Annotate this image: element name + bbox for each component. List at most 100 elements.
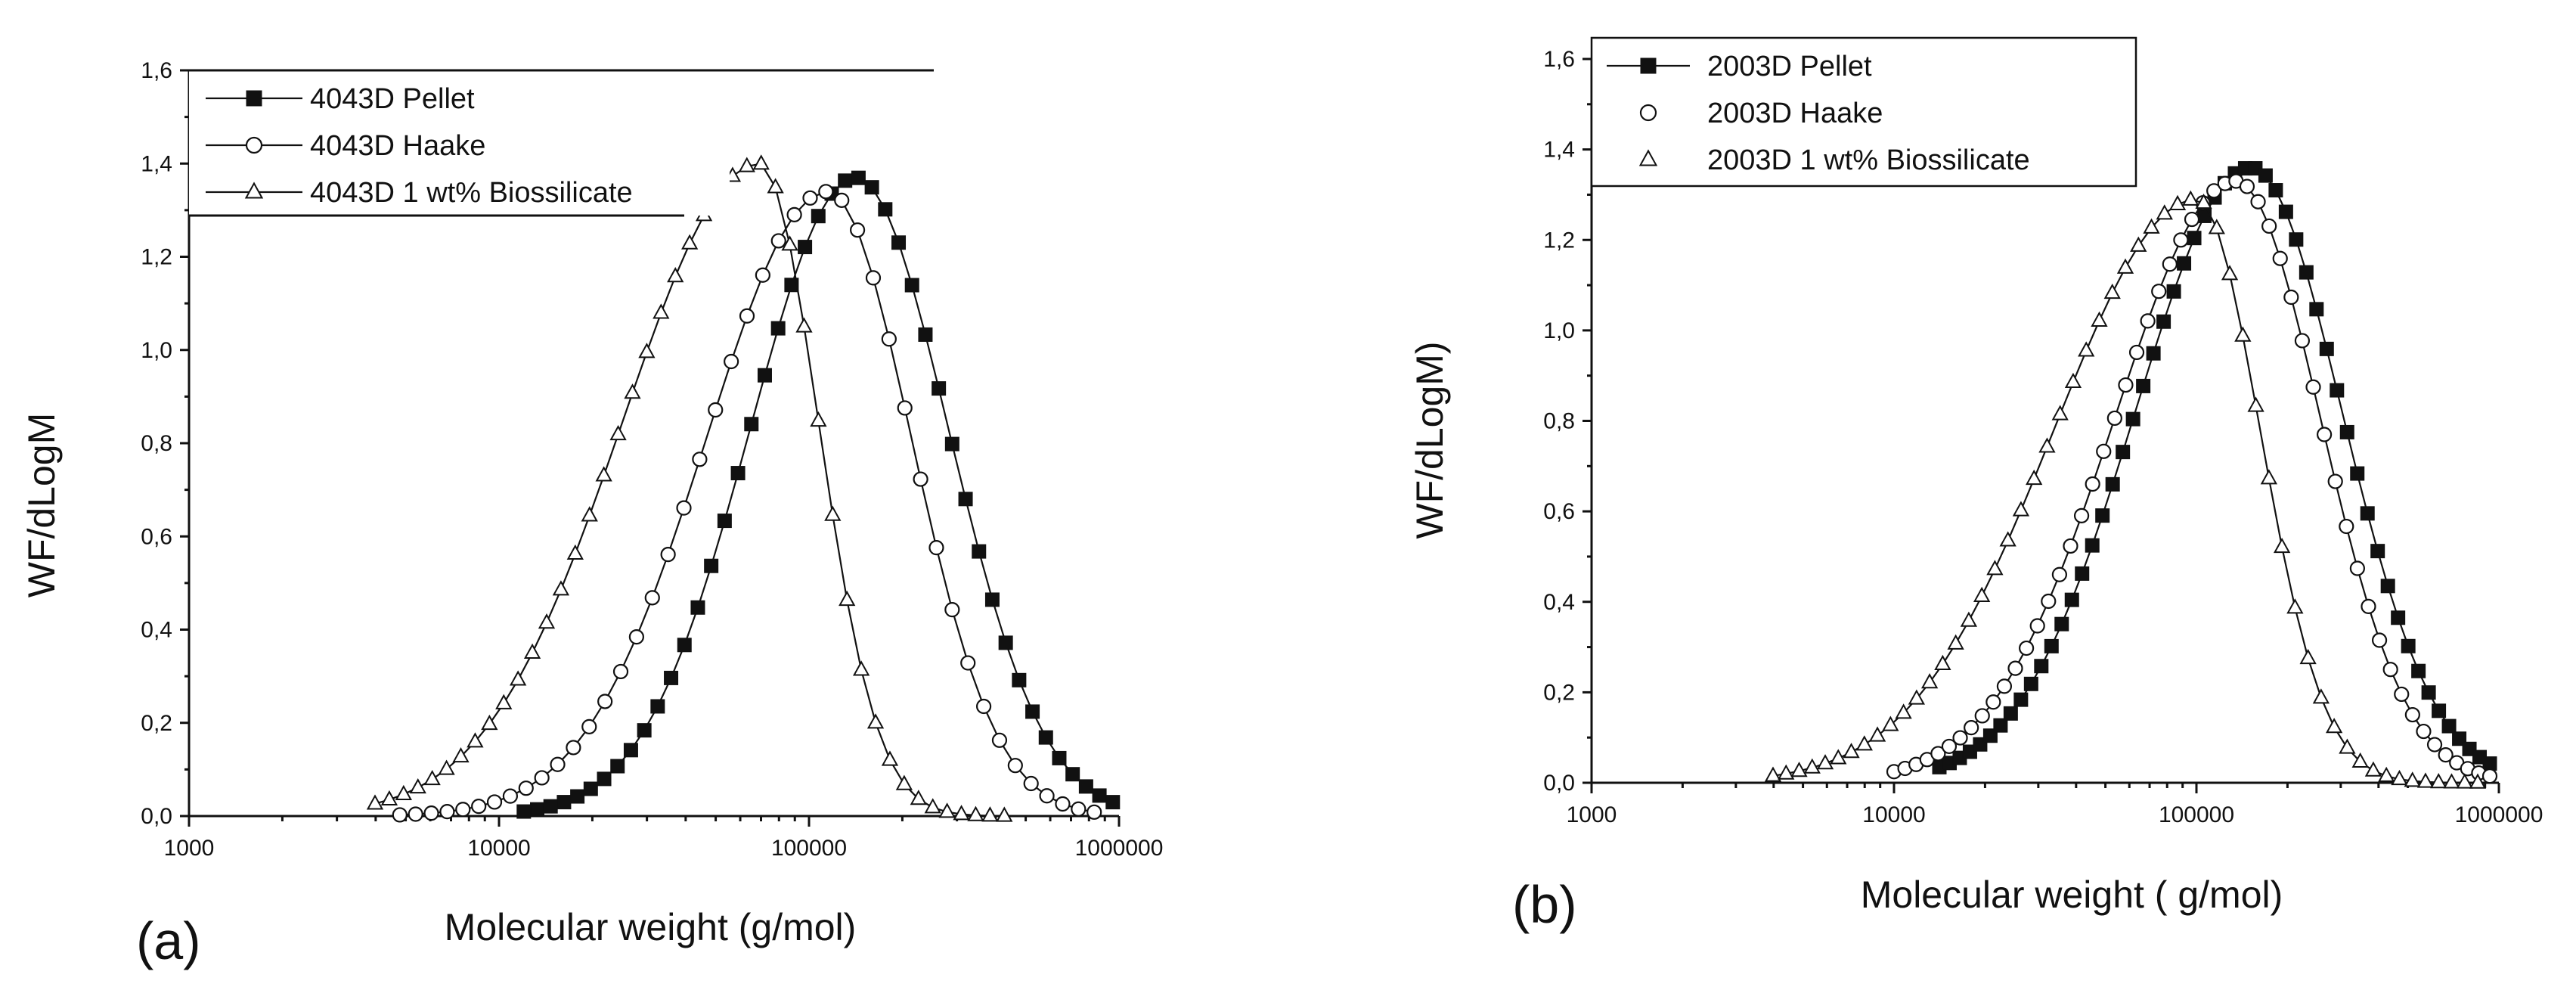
data-point	[739, 308, 755, 324]
data-point	[1830, 749, 1847, 765]
data-point	[730, 466, 746, 481]
data-point	[2339, 738, 2356, 754]
data-point	[510, 670, 527, 686]
data-point	[471, 799, 487, 815]
data-point	[690, 600, 705, 615]
data-point	[2206, 183, 2222, 199]
data-point	[566, 740, 581, 756]
data-point	[2064, 372, 2082, 388]
series-a-1	[516, 170, 1121, 819]
data-point	[2085, 538, 2100, 553]
data-point	[1960, 611, 1978, 627]
data-point	[1986, 560, 2004, 576]
data-point	[1941, 738, 1958, 755]
data-point	[2317, 427, 2333, 442]
data-point	[597, 694, 613, 709]
data-point	[550, 756, 566, 772]
data-point	[918, 327, 933, 342]
data-point	[975, 698, 992, 715]
data-point	[628, 629, 644, 645]
data-point	[904, 278, 919, 293]
data-point	[2034, 659, 2049, 674]
data-point	[495, 694, 513, 709]
data-point	[708, 402, 724, 418]
series-a-3	[366, 154, 1013, 822]
series-b-3	[1764, 190, 2487, 789]
x-tick-label: 1000000	[1075, 836, 1164, 861]
data-point	[637, 723, 652, 738]
data-point	[380, 790, 398, 806]
y-axis-title-b: WF/dLogM)	[1409, 341, 1451, 538]
x-axis-title-a: Molecular weight (g/mol)	[445, 906, 857, 948]
data-point	[2319, 341, 2334, 356]
data-point	[2234, 326, 2252, 342]
data-point	[784, 278, 799, 293]
data-point	[2273, 537, 2291, 554]
data-point	[1778, 764, 1795, 780]
data-point	[452, 746, 470, 763]
data-point	[2327, 473, 2343, 489]
data-point	[1025, 704, 1040, 719]
y-tick-label: 0,0	[141, 804, 172, 829]
data-point	[2370, 544, 2385, 559]
data-point	[1952, 730, 1968, 746]
data-point	[2073, 507, 2090, 523]
data-point	[932, 381, 947, 396]
data-point	[2064, 592, 2079, 607]
y-tick-label: 0,8	[141, 431, 172, 456]
data-point	[2391, 610, 2406, 625]
data-point	[752, 154, 770, 170]
data-point	[523, 643, 541, 659]
data-point	[944, 436, 959, 452]
y-tick-label: 0,4	[141, 618, 172, 643]
data-point	[543, 799, 558, 814]
data-point	[2095, 508, 2110, 523]
data-point	[2026, 469, 2043, 486]
y-axis-title-a: WF/dLogM	[20, 413, 63, 598]
data-point	[2136, 378, 2151, 393]
data-point	[2286, 598, 2304, 614]
data-point	[2182, 190, 2199, 206]
data-point	[781, 235, 798, 251]
data-point	[724, 353, 739, 370]
data-point	[2143, 218, 2160, 234]
data-point	[1055, 796, 1071, 812]
legend-b: 2003D Pellet 2003D Haake 2003D 1 wt% Bioss…	[1590, 36, 2137, 188]
data-point	[2125, 411, 2140, 427]
data-point	[1071, 801, 1087, 817]
data-point	[2481, 768, 2498, 784]
panel-label-a: (a)	[136, 911, 201, 970]
data-point	[991, 732, 1008, 748]
data-point	[2283, 289, 2299, 306]
chart-panel-a: 0,0 0,2 0,4 0,6 0,8 1,0 1,2 1,4 1,6 1000 10000 1000…	[20, 58, 1163, 970]
legend-a: 4043D Pellet 4043D Haake 4043D 1 wt% Bioss…	[189, 69, 934, 217]
data-point	[1816, 754, 1834, 770]
data-point	[595, 466, 612, 482]
data-point	[897, 400, 913, 416]
data-point	[795, 317, 813, 333]
data-point	[552, 580, 570, 596]
data-point	[984, 592, 1000, 607]
data-point	[864, 180, 879, 195]
data-point	[2350, 466, 2365, 481]
data-point	[1092, 788, 1107, 803]
data-point	[2416, 723, 2432, 740]
data-point	[2173, 232, 2189, 248]
data-point	[438, 759, 455, 775]
data-point	[2019, 640, 2035, 656]
data-point	[1974, 708, 1990, 724]
data-point	[913, 471, 928, 487]
data-point	[1039, 788, 1055, 804]
data-point	[1973, 586, 1991, 602]
data-point	[2106, 410, 2122, 427]
data-point	[538, 613, 556, 629]
data-point	[2054, 616, 2069, 632]
data-point	[624, 383, 641, 399]
data-point	[2078, 341, 2095, 357]
data-point	[2380, 579, 2395, 594]
y-tick-label: 1,4	[1543, 138, 1575, 163]
data-point	[744, 417, 759, 432]
data-point	[818, 184, 834, 200]
data-point	[2268, 183, 2283, 198]
